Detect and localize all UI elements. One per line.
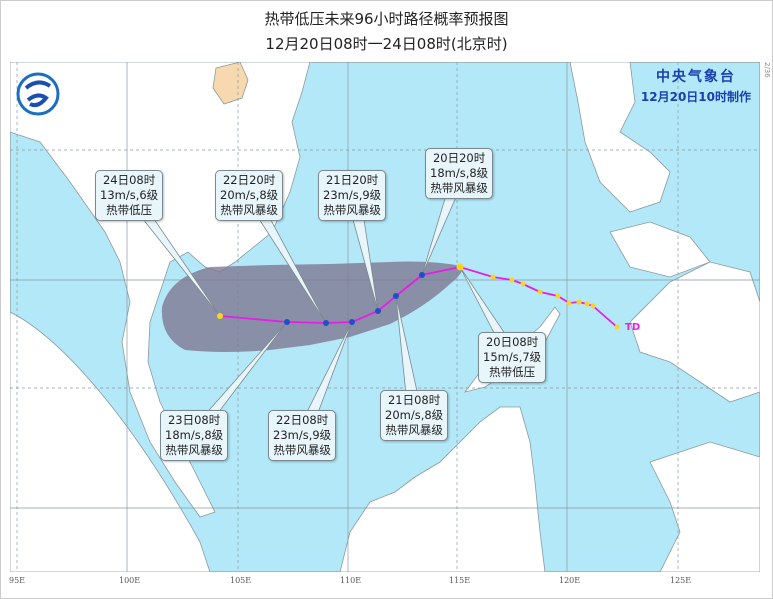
longitude-label: 110E <box>340 576 362 585</box>
forecast-grade: 热带风暴级 <box>165 443 223 457</box>
forecast-label: 21日08时 20m/s,8级 热带风暴级 <box>380 390 449 441</box>
forecast-track-point <box>349 319 355 325</box>
map-subtitle: 12月20日08时一24日08时(北京时) <box>265 35 508 53</box>
forecast-grade: 热带低压 <box>106 203 153 217</box>
land-hainan <box>212 62 249 105</box>
forecast-wind: 18m/s,8级 <box>430 166 489 180</box>
forecast-label: 20日08时 15m/s,7级 热带低压 <box>478 332 547 383</box>
forecast-track-point <box>419 272 425 278</box>
forecast-track-point <box>323 320 329 326</box>
longitude-label: 115E <box>449 576 471 585</box>
forecast-track-point <box>217 313 223 319</box>
past-track-point <box>509 277 515 283</box>
land-mindanao <box>629 261 760 403</box>
forecast-wind: 18m/s,8级 <box>165 428 224 442</box>
forecast-track-point <box>284 319 290 325</box>
forecast-wind: 13m/s,6级 <box>100 188 159 202</box>
land-luzon <box>569 62 671 213</box>
forecast-grade: 热带风暴级 <box>220 203 278 217</box>
past-track-point <box>576 299 582 305</box>
past-track-point <box>555 293 561 299</box>
forecast-grade: 热带风暴级 <box>323 203 381 217</box>
forecast-track-point <box>393 293 399 299</box>
forecast-time: 22日20时 <box>222 173 276 187</box>
forecast-grade: 热带风暴级 <box>273 443 331 457</box>
agency-name: 中央气象台 <box>655 69 736 85</box>
forecast-label: 23日08时 18m/s,8级 热带风暴级 <box>160 410 229 461</box>
past-track-point <box>614 324 620 330</box>
side-text: 2/36 <box>763 62 771 78</box>
track-points <box>217 263 620 330</box>
probability-cone <box>161 261 463 352</box>
land-sumatra <box>10 311 211 572</box>
past-track-point <box>490 274 496 280</box>
map-title: 热带低压未来96小时路径概率预报图 <box>264 10 509 28</box>
forecast-time: 20日20时 <box>432 151 486 165</box>
forecast-time: 23日08时 <box>167 413 221 427</box>
past-track-point <box>566 300 572 306</box>
issue-time: 12月20日10时制作 <box>640 90 751 104</box>
forecast-wind: 20m/s,8级 <box>385 408 444 422</box>
land-borneo <box>339 406 546 572</box>
past-track-point <box>456 263 464 271</box>
forecast-time: 21日08时 <box>387 393 441 407</box>
agency-block: 中央气象台 12月20日10时制作 <box>641 66 751 105</box>
forecast-label: 22日20时 20m/s,8级 热带风暴级 <box>215 170 284 221</box>
land-sulawesi <box>649 441 760 572</box>
land-visayas <box>609 221 711 278</box>
forecast-label: 22日08时 23m/s,9级 热带风暴级 <box>268 410 337 461</box>
past-track-point <box>537 289 543 295</box>
current-position-label: TD <box>625 322 640 333</box>
longitude-label: 95E <box>9 576 26 585</box>
past-track-point <box>590 303 596 309</box>
forecast-track-point <box>375 308 381 314</box>
past-track-point <box>520 281 526 287</box>
forecast-label: 24日08时 13m/s,6级 热带低压 <box>95 170 164 221</box>
forecast-time: 20日08时 <box>485 335 539 349</box>
forecast-time: 21日20时 <box>325 173 379 187</box>
longitude-label: 125E <box>670 576 692 585</box>
longitude-label: 105E <box>230 576 252 585</box>
longitude-label: 120E <box>559 576 581 585</box>
forecast-label: 21日20时 23m/s,9级 热带风暴级 <box>318 170 387 221</box>
forecast-time: 24日08时 <box>102 173 156 187</box>
past-track-point <box>584 301 590 307</box>
forecast-grade: 热带风暴级 <box>385 423 443 437</box>
forecast-wind: 23m/s,9级 <box>323 188 382 202</box>
forecast-wind: 15m/s,7级 <box>483 350 542 364</box>
forecast-wind: 20m/s,8级 <box>220 188 279 202</box>
forecast-grade: 热带风暴级 <box>430 181 488 195</box>
forecast-wind: 23m/s,9级 <box>273 428 332 442</box>
cma-logo <box>16 72 60 116</box>
forecast-time: 22日08时 <box>275 413 329 427</box>
forecast-grade: 热带低压 <box>489 365 536 379</box>
longitude-label: 100E <box>119 576 141 585</box>
forecast-map: TD <box>10 62 760 572</box>
forecast-label: 20日20时 18m/s,8级 热带风暴级 <box>425 148 494 199</box>
